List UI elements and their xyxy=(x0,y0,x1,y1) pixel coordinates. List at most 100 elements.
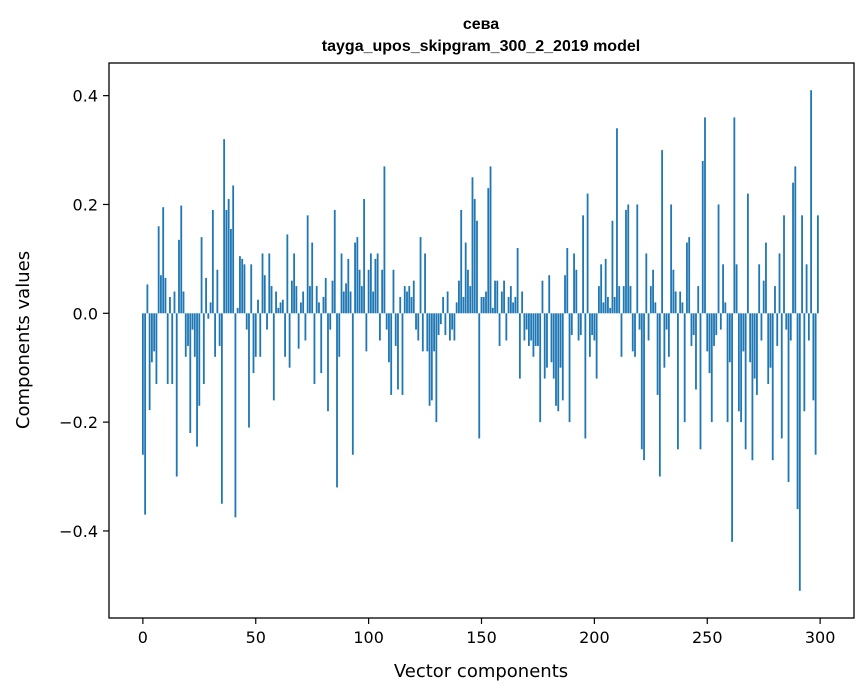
bar xyxy=(704,117,706,313)
bar xyxy=(361,286,363,313)
bar xyxy=(476,221,478,313)
bar xyxy=(679,292,681,314)
bar xyxy=(523,313,525,340)
bar xyxy=(207,313,209,318)
bar xyxy=(783,215,785,313)
bar xyxy=(472,177,474,313)
bar xyxy=(812,313,814,400)
bar xyxy=(449,313,451,340)
bar xyxy=(747,194,749,314)
bar xyxy=(810,90,812,313)
bar xyxy=(578,313,580,340)
bar xyxy=(510,286,512,313)
bar xyxy=(675,292,677,314)
bar xyxy=(237,308,239,313)
bar xyxy=(426,313,428,351)
bar xyxy=(702,161,704,313)
bar xyxy=(776,313,778,346)
bar xyxy=(618,286,620,313)
bar xyxy=(384,166,386,313)
bar xyxy=(219,313,221,346)
bar xyxy=(781,313,783,438)
bar xyxy=(749,313,751,362)
bar xyxy=(709,313,711,373)
bar xyxy=(801,215,803,313)
bar xyxy=(327,313,329,411)
bar xyxy=(505,313,507,340)
x-tick-label: 300 xyxy=(805,628,836,647)
bar xyxy=(214,313,216,357)
bar xyxy=(478,313,480,438)
chart-title: сева xyxy=(463,16,499,33)
bar xyxy=(397,313,399,389)
bar xyxy=(652,270,654,314)
x-tick-label: 50 xyxy=(246,628,266,647)
bar xyxy=(767,313,769,384)
bar xyxy=(682,302,684,313)
chart-subtitle: tayga_upos_skipgram_300_2_2019 model xyxy=(322,38,640,55)
bar xyxy=(630,286,632,313)
x-tick-label: 250 xyxy=(692,628,723,647)
bar xyxy=(526,313,528,329)
bar xyxy=(643,313,645,460)
bar xyxy=(627,204,629,313)
x-tick-label: 200 xyxy=(579,628,610,647)
bar xyxy=(742,313,744,351)
bar xyxy=(542,281,544,314)
bar xyxy=(162,207,164,313)
bar xyxy=(210,302,212,313)
bar xyxy=(255,313,257,357)
bar xyxy=(713,313,715,346)
bar xyxy=(406,292,408,314)
bar xyxy=(201,237,203,313)
bar xyxy=(733,117,735,313)
bar xyxy=(377,253,379,313)
bar xyxy=(634,313,636,357)
bar xyxy=(156,313,158,384)
bar xyxy=(648,313,650,340)
bar xyxy=(508,297,510,313)
bar xyxy=(521,292,523,314)
bar xyxy=(365,313,367,351)
bar xyxy=(501,292,503,314)
bar xyxy=(458,281,460,314)
bar xyxy=(169,297,171,313)
bar xyxy=(566,248,568,313)
bar xyxy=(239,256,241,313)
y-tick-label: 0.2 xyxy=(73,195,98,214)
bar xyxy=(329,313,331,329)
bar xyxy=(282,300,284,314)
bar xyxy=(761,313,763,340)
bar xyxy=(307,215,309,313)
bar xyxy=(447,292,449,314)
bar xyxy=(354,243,356,314)
bar xyxy=(715,313,717,335)
bar xyxy=(289,313,291,367)
bar xyxy=(790,313,792,340)
bar xyxy=(225,210,227,313)
bar xyxy=(235,313,237,517)
bar xyxy=(388,313,390,362)
bar xyxy=(336,313,338,487)
bar xyxy=(517,248,519,313)
bar xyxy=(785,313,787,329)
bar xyxy=(492,308,494,313)
bar xyxy=(605,259,607,313)
bar xyxy=(174,292,176,314)
bar xyxy=(736,264,738,313)
bar xyxy=(442,297,444,313)
bar xyxy=(230,229,232,313)
bar xyxy=(623,286,625,313)
bar xyxy=(697,286,699,313)
bar xyxy=(334,210,336,313)
bar xyxy=(621,313,623,357)
bar xyxy=(490,166,492,313)
bar xyxy=(142,313,144,454)
bar xyxy=(512,302,514,313)
bar xyxy=(722,264,724,313)
bar xyxy=(779,253,781,313)
bar xyxy=(196,313,198,446)
y-tick-label: 0.4 xyxy=(73,87,98,106)
bar xyxy=(460,210,462,313)
bar xyxy=(420,237,422,313)
